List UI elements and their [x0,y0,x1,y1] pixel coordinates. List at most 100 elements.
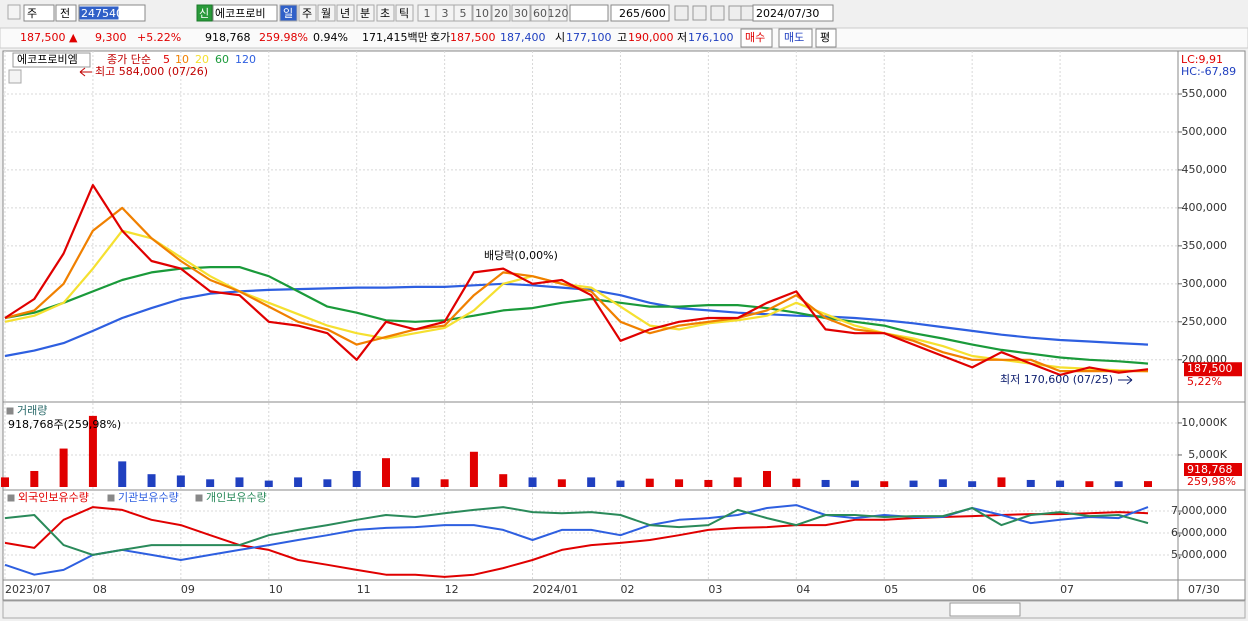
last-volume-box [1184,463,1242,476]
multiplier-button[interactable] [511,4,531,22]
x-tick-label: 02 [620,583,634,596]
sell-button[interactable] [778,28,813,48]
info-volume-pct: 259.98% [259,31,308,44]
icon-button[interactable] [8,69,22,84]
series-line [4,506,1149,556]
info-quote-label: 호가 [430,31,450,44]
buy-button[interactable] [740,28,773,48]
x-tick-label: 06 [972,583,986,596]
info-high: 190,000 [628,31,674,44]
y-tick-label: 300,000 [1182,277,1228,290]
volume-bar [235,477,244,487]
interval-button[interactable] [376,4,395,22]
change-label: 5,22% [1187,375,1222,388]
y-tick-label: 5,000,000 [1171,548,1227,561]
y-tick-label: 6,000,000 [1171,526,1227,539]
arrow [79,67,92,77]
arrow [1118,375,1133,385]
info-volume: 918,768 [205,31,251,44]
chart-subtitle: 종가 단순 [107,53,151,66]
info-low: 176,100 [688,31,734,44]
volume-title: 거래량 [17,404,47,417]
x-tick-label: 12 [445,583,459,596]
icon-button[interactable] [7,4,21,20]
multiplier-button[interactable] [491,4,511,22]
volume-bar [411,477,420,487]
info-high-label: 고 [617,31,627,44]
volume-bar [1056,480,1065,487]
y-tick-label: 250,000 [1182,315,1228,328]
volume-bar [1114,481,1123,487]
scrollbar[interactable] [2,600,1246,619]
name-field[interactable] [212,4,278,22]
interval-button[interactable] [395,4,414,22]
volume-bar [1,477,9,487]
volume-bar [704,479,713,487]
multiplier-label: 3 [442,7,449,20]
avg-label: 평 [820,31,830,44]
x-end-label: 07/30 [1188,583,1220,596]
info-open-label: 시 [555,31,565,44]
interval-button[interactable] [317,4,336,22]
interval-label: 분 [360,7,370,20]
volume-bar [968,481,977,487]
x-tick-label: 10 [269,583,283,596]
legend-entry: 120 [235,53,256,66]
multiplier-button[interactable] [472,4,492,22]
info-turnover: 0.94% [313,31,348,44]
volume-bar [909,480,918,487]
volume-bar [645,478,654,487]
volume-bar [997,477,1006,487]
hc-label: HC:-67,89 [1181,65,1236,78]
badge [196,4,213,22]
volume-bar [528,477,537,487]
tool-icon[interactable] [692,5,707,21]
volume-bar [323,479,332,487]
legend-entry: 외국인보유수량 [18,491,89,504]
info-change-pct: +5.22% [137,31,181,44]
period-select[interactable] [23,4,55,22]
buy-label: 매수 [745,31,765,44]
info-price: 187,500 ▲ [20,31,78,44]
volume-bar [440,479,449,487]
high-annotation: 최고 584,000 (07/26) [95,65,208,78]
multiplier-dropdown[interactable] [569,4,609,22]
tool-icon[interactable] [740,5,755,21]
tool-icon[interactable] [728,5,743,21]
count-input[interactable] [610,4,670,22]
info-low-label: 저 [677,31,687,44]
legend-entry: 기관보유수량 [118,491,179,504]
volume-bar [880,481,889,487]
volume-bar [264,480,273,487]
interval-button[interactable] [298,4,317,22]
sell-label: 매도 [784,31,804,44]
interval-button[interactable] [356,4,375,22]
series-line [4,229,1149,373]
avg-button[interactable] [815,28,837,48]
tool-icon[interactable] [710,5,725,21]
scroll-thumb[interactable] [949,602,1021,617]
count-max: /600 [641,7,666,20]
volume-bar [557,479,566,487]
tool-icon[interactable] [674,5,689,21]
last-price-label: 187,500 [1187,362,1233,375]
badge-text: 신 [199,7,209,20]
stock-name: 에코프로비 [215,7,266,20]
x-tick-label: 03 [708,583,722,596]
info-bar-bg [0,27,1248,49]
multiplier-button[interactable] [453,4,473,22]
multiplier-button[interactable] [548,4,568,22]
low-annotation: 최저 170,600 (07/25) [1000,373,1113,386]
plot-bg [2,50,1179,601]
date-input[interactable] [752,4,834,22]
x-tick-label: 08 [93,583,107,596]
lc-label: LC:9,91 [1181,53,1223,66]
date-text: 2024/07/30 [756,7,819,20]
mode-select[interactable] [55,4,77,22]
y-tick-label: 10,000K [1181,416,1227,429]
volume-bar [850,480,859,487]
last-price-box [1184,362,1242,377]
interval-button[interactable] [279,4,298,22]
interval-button[interactable] [336,4,355,22]
volume-bar [1026,479,1035,487]
